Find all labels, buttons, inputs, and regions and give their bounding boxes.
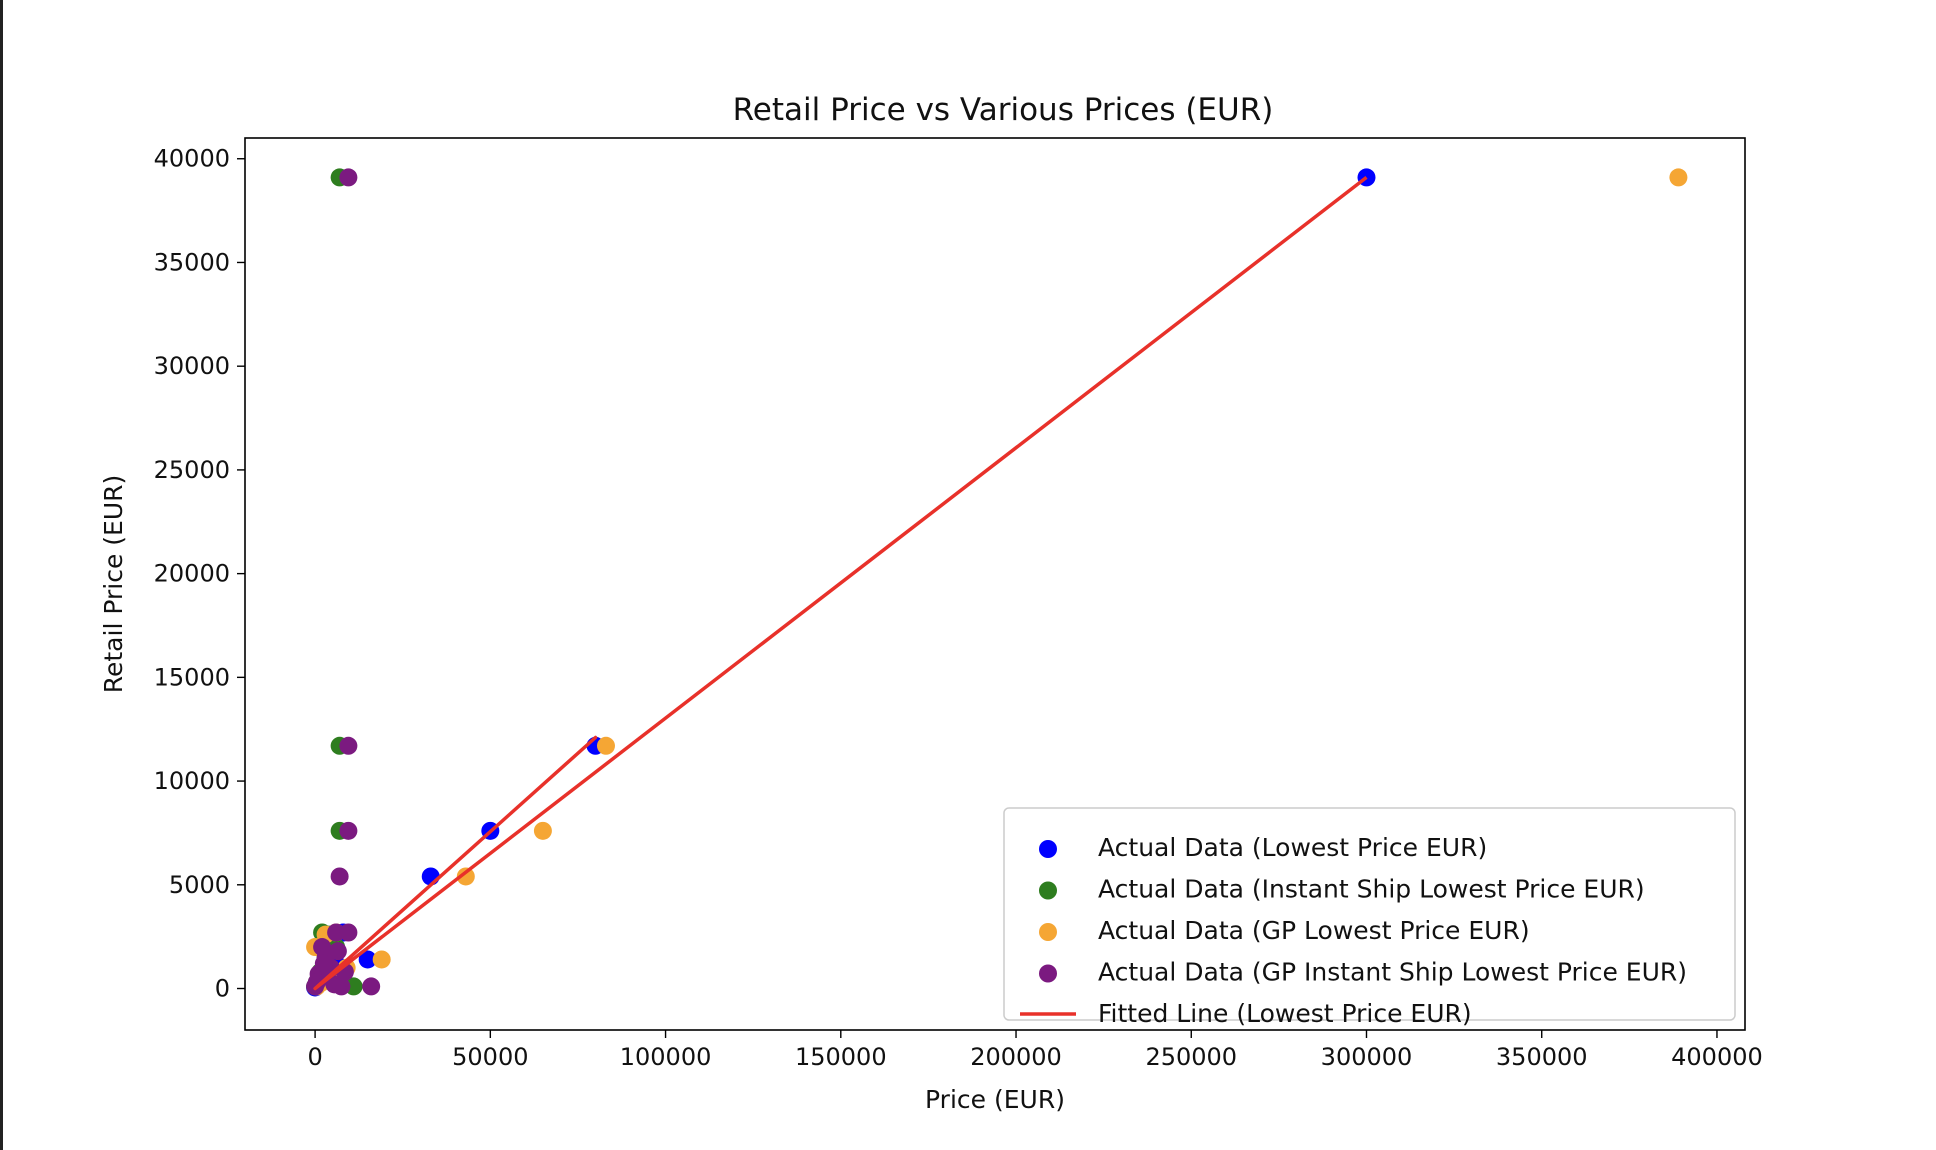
x-tick-label: 100000 bbox=[620, 1043, 712, 1071]
data-point bbox=[339, 821, 358, 840]
legend-dot-marker bbox=[1039, 840, 1057, 858]
x-axis-label: Price (EUR) bbox=[925, 1085, 1065, 1114]
data-point bbox=[358, 950, 377, 969]
x-tick-label: 0 bbox=[307, 1043, 322, 1071]
y-tick-label: 5000 bbox=[169, 871, 230, 899]
y-tick-label: 15000 bbox=[154, 663, 230, 691]
y-tick-label: 0 bbox=[215, 975, 230, 1003]
x-tick-label: 200000 bbox=[970, 1043, 1062, 1071]
x-tick-label: 350000 bbox=[1496, 1043, 1588, 1071]
data-point bbox=[330, 867, 349, 886]
y-tick-label: 30000 bbox=[154, 352, 230, 380]
y-tick-label: 10000 bbox=[154, 767, 230, 795]
data-point bbox=[314, 954, 333, 973]
legend-label: Actual Data (GP Instant Ship Lowest Pric… bbox=[1098, 958, 1687, 987]
legend-dot-marker bbox=[1039, 964, 1057, 983]
y-tick-label: 25000 bbox=[154, 456, 230, 484]
y-axis-label: Retail Price (EUR) bbox=[99, 475, 128, 694]
data-point bbox=[456, 867, 475, 886]
data-point bbox=[372, 950, 391, 969]
data-point bbox=[339, 736, 358, 755]
y-tick-label: 35000 bbox=[154, 248, 230, 276]
legend-dot-marker bbox=[1039, 923, 1057, 941]
y-tick-label: 40000 bbox=[154, 145, 230, 173]
legend-label: Actual Data (Lowest Price EUR) bbox=[1098, 833, 1487, 862]
legend-box bbox=[1003, 807, 1736, 1021]
data-point bbox=[328, 942, 347, 961]
data-point bbox=[596, 736, 615, 755]
chart-title: Retail Price vs Various Prices (EUR) bbox=[733, 92, 1274, 128]
x-tick-label: 50000 bbox=[452, 1043, 528, 1071]
y-tick-label: 20000 bbox=[154, 560, 230, 588]
x-tick-label: 150000 bbox=[795, 1043, 887, 1071]
legend-label: Fitted Line (Lowest Price EUR) bbox=[1098, 999, 1472, 1028]
data-point bbox=[332, 977, 351, 996]
plot-content bbox=[306, 168, 1688, 997]
window-left-border bbox=[0, 0, 3, 1150]
x-axis-ticks: 0 50000 100000 150000 200000 250000 300000 3500… bbox=[307, 1030, 1763, 1071]
data-point bbox=[533, 821, 552, 840]
data-point bbox=[362, 977, 381, 996]
y-axis-ticks: 0 5000 10000 15000 20000 25000 30000 35000 40000 bbox=[154, 145, 245, 1003]
legend-dot-marker bbox=[1039, 881, 1057, 900]
x-tick-label: 250000 bbox=[1145, 1043, 1237, 1071]
legend: Actual Data (Lowest Price EUR) Actual Dat… bbox=[1003, 807, 1736, 1028]
x-tick-label: 400000 bbox=[1671, 1043, 1763, 1071]
x-tick-label: 300000 bbox=[1321, 1043, 1413, 1071]
legend-label: Actual Data (Instant Ship Lowest Price E… bbox=[1098, 875, 1645, 904]
data-point bbox=[339, 923, 358, 942]
fitted-line bbox=[313, 176, 1368, 991]
data-point bbox=[339, 168, 358, 187]
data-point bbox=[1669, 168, 1688, 187]
legend-label: Actual Data (GP Lowest Price EUR) bbox=[1098, 916, 1530, 945]
